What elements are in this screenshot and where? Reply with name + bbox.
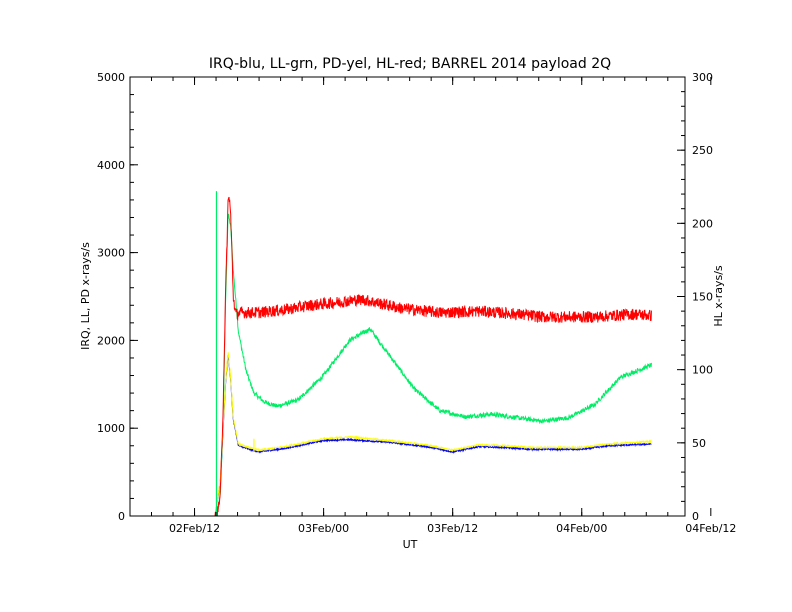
y2-tick-label: 250: [692, 144, 713, 157]
x-tick-label: 04Feb/12: [685, 522, 736, 535]
series-line-1: [215, 213, 652, 517]
y-tick-label: 4000: [97, 159, 125, 172]
y2-tick-label: 0: [692, 510, 699, 523]
x-tick-label: 04Feb/00: [556, 522, 607, 535]
y2-tick-label: 100: [692, 364, 713, 377]
y-tick-label: 2000: [97, 334, 125, 347]
series-line-3: [214, 352, 652, 517]
plot-frame: [129, 76, 686, 517]
y2-tick-label: 200: [692, 217, 713, 230]
x-tick-label: 02Feb/12: [169, 522, 220, 535]
y-tick-label: 5000: [97, 71, 125, 84]
y2-tick-label: 50: [692, 437, 706, 450]
axes-layer: 02Feb/12 03Feb/00 03Feb/12 04Feb/00 04Feb/12…: [97, 71, 736, 535]
x-tick-label: 03Feb/12: [427, 522, 478, 535]
series-line-0: [199, 196, 652, 517]
y2-axis-label: HL x-rays/s: [712, 265, 725, 327]
y-tick-label: 0: [118, 510, 125, 523]
series-layer: [199, 191, 652, 517]
y2-tick-label: 150: [692, 291, 713, 304]
y2-tick-label: 300: [692, 71, 713, 84]
y-tick-label: 1000: [97, 422, 125, 435]
y-axis-label: IRQ, LL, PD x-rays/s: [79, 242, 92, 350]
x-tick-label: 03Feb/00: [298, 522, 349, 535]
x-axis-label: UT: [403, 538, 418, 551]
series-line-2: [214, 354, 652, 517]
y-tick-label: 3000: [97, 247, 125, 260]
chart-title: IRQ-blu, LL-grn, PD-yel, HL-red; BARREL …: [209, 56, 611, 72]
